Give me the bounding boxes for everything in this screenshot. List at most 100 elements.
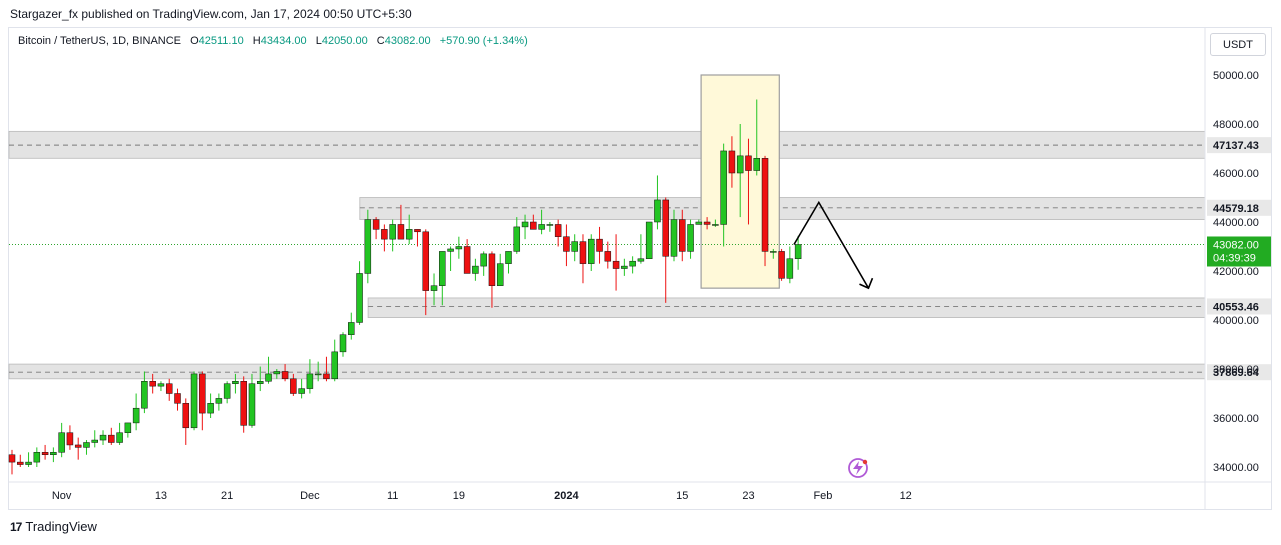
- drawings-layer: [793, 200, 874, 478]
- candle-body: [778, 251, 785, 279]
- candle-body: [356, 273, 363, 323]
- candle-body: [124, 422, 132, 433]
- candle-body: [712, 224, 719, 226]
- x-tick-10: 12: [900, 490, 912, 502]
- candle-body: [695, 221, 703, 225]
- x-tick-3: Dec: [300, 490, 320, 502]
- candle-body: [339, 334, 347, 353]
- candle-body: [58, 432, 65, 453]
- candle-body: [207, 403, 214, 414]
- candle-body: [604, 251, 612, 262]
- candle-body: [281, 371, 289, 380]
- x-tick-8: 23: [742, 490, 754, 502]
- candle-body: [141, 381, 148, 409]
- candle-body: [430, 285, 438, 291]
- candle-body: [174, 393, 181, 404]
- close-label: C: [376, 35, 385, 47]
- candle-body: [662, 199, 669, 257]
- level-label-2: 40553.46: [1213, 301, 1259, 313]
- candle-body: [720, 150, 727, 225]
- candle-body: [645, 221, 653, 259]
- candle-body: [157, 383, 165, 387]
- candle-body: [83, 442, 90, 448]
- symbol-name: Bitcoin / TetherUS, 1D, BINANCE: [18, 35, 182, 47]
- last-price-tag: [1207, 236, 1271, 267]
- candle-body: [348, 322, 355, 335]
- candle-body: [132, 407, 140, 424]
- currency-button[interactable]: USDT: [1210, 33, 1266, 56]
- candle-body: [33, 452, 41, 463]
- projection-path: [793, 200, 870, 289]
- high-label: H: [252, 35, 261, 47]
- candle-body: [91, 439, 98, 443]
- candle-body: [190, 373, 198, 429]
- candle-body: [17, 461, 24, 465]
- candle-body: [654, 199, 661, 223]
- candle-body: [165, 383, 173, 394]
- candle-body: [389, 224, 396, 240]
- candle-body: [405, 229, 413, 240]
- publication-info: Stargazer_fx published on TradingView.co…: [10, 7, 412, 21]
- candle-body: [554, 224, 562, 237]
- candle-body: [745, 155, 752, 171]
- close-value: 43082.00: [384, 35, 431, 47]
- candle-body: [298, 388, 305, 394]
- candle-body: [149, 381, 156, 387]
- candle-body: [463, 246, 471, 274]
- candle-body: [108, 434, 115, 443]
- candle-body: [770, 251, 777, 253]
- candle-body: [290, 378, 297, 394]
- candle-body: [736, 155, 744, 174]
- candle-body: [182, 403, 190, 429]
- candle-body: [439, 251, 446, 286]
- y-tick-7: 48000.00: [1213, 119, 1259, 131]
- candle-body: [753, 158, 760, 171]
- candle-body: [496, 263, 504, 286]
- candle-body: [397, 224, 405, 240]
- candle-body: [472, 265, 479, 274]
- level-tag-2: [1207, 298, 1271, 315]
- x-tick-4: 11: [387, 490, 398, 502]
- candle-body: [530, 221, 537, 230]
- candle-body: [794, 244, 802, 259]
- x-tick-9: Feb: [813, 490, 832, 502]
- x-tick-1: 13: [155, 490, 167, 502]
- candle-body: [571, 241, 578, 252]
- x-tick-2: 21: [221, 490, 233, 502]
- x-tick-7: 15: [676, 490, 688, 502]
- axis-layer: 47137.43 44579.18 40553.46 37869.64 34000.00…: [9, 28, 1271, 510]
- chart-frame: [8, 27, 1272, 510]
- tradingview-logo-icon: 17: [10, 519, 22, 534]
- event-flash-icon: [848, 458, 868, 478]
- countdown-label: 04:39:39: [1213, 252, 1256, 264]
- level-label-0: 47137.43: [1213, 140, 1259, 152]
- candle-body: [323, 373, 330, 380]
- candle-body: [116, 432, 123, 443]
- candle-body: [588, 238, 595, 264]
- candle-body: [455, 246, 463, 250]
- candle-body: [199, 373, 206, 414]
- candle-body: [488, 253, 496, 286]
- candle-body: [447, 248, 454, 252]
- candle-body: [74, 444, 82, 448]
- symbol-legend: Bitcoin / TetherUS, 1D, BINANCE O42511.1…: [18, 35, 528, 47]
- event-flash-bolt-icon: [853, 461, 863, 475]
- low-label: L: [315, 35, 322, 47]
- candles-layer: [8, 99, 802, 475]
- candle-body: [480, 253, 487, 267]
- candle-body: [331, 351, 338, 380]
- candle-body: [761, 158, 769, 252]
- candle-body: [306, 373, 314, 389]
- candle-body: [687, 224, 694, 252]
- y-tick-8: 50000.00: [1213, 70, 1259, 82]
- candle-body: [265, 373, 272, 382]
- candle-body: [521, 221, 529, 228]
- candle-body: [513, 226, 521, 252]
- brand-name: TradingView: [25, 519, 97, 534]
- candle-body: [8, 454, 16, 463]
- candle-body: [670, 219, 678, 257]
- open-label: O: [190, 35, 199, 47]
- candle-body: [223, 383, 231, 399]
- level-label-3: 37869.64: [1213, 367, 1260, 379]
